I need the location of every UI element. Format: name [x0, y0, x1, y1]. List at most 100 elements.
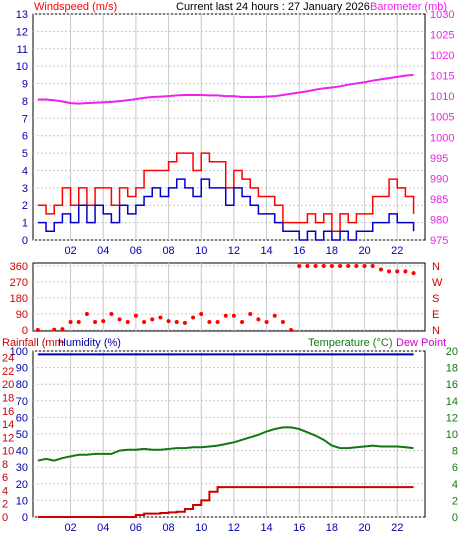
wind-x-tick-label: 16 — [293, 245, 305, 257]
direction-compass-label: E — [432, 309, 439, 321]
date-header: Current last 24 hours : 27 January 2026 — [176, 1, 370, 13]
wind-panel-frame — [32, 13, 426, 241]
direction-point — [35, 328, 40, 332]
direction-point — [321, 264, 326, 268]
rain-x-tick-label: 18 — [326, 522, 338, 534]
rain-x-tick-label: 22 — [391, 522, 403, 534]
temperature-y-tick-label: 20 — [446, 346, 458, 358]
direction-point — [84, 312, 89, 316]
wind-x-tick-label: 12 — [228, 245, 240, 257]
humidity-y-tick-label: 50 — [16, 429, 28, 441]
direction-point — [166, 319, 171, 324]
direction-point — [264, 320, 269, 324]
humidity-y-tick-label: 100 — [10, 346, 28, 358]
direction-point — [158, 315, 163, 320]
direction-point — [133, 313, 138, 318]
barometer-y-tick-label: 1000 — [430, 132, 454, 144]
direction-point — [215, 320, 220, 324]
direction-point — [109, 312, 114, 316]
direction-point — [378, 267, 383, 272]
direction-point — [93, 320, 98, 324]
direction-point — [411, 271, 416, 276]
rain-y-tick-label: 12 — [2, 432, 14, 444]
barometer-y-tick-label: 975 — [430, 235, 448, 247]
humidity-y-tick-label: 10 — [16, 495, 28, 507]
wind-y-tick-label: 4 — [22, 165, 28, 177]
wind-y-tick-label: 5 — [22, 148, 28, 160]
direction-point — [289, 328, 294, 332]
direction-point — [256, 317, 261, 322]
wind-x-tick-label: 22 — [391, 245, 403, 257]
barometer-y-tick-label: 990 — [430, 173, 448, 185]
direction-point — [297, 264, 302, 268]
rainfall-label: Rainfall (mm — [2, 337, 64, 349]
direction-point — [199, 312, 204, 316]
rain-x-tick-label: 20 — [358, 522, 370, 534]
humidity-y-tick-label: 90 — [16, 363, 28, 375]
direction-y-tick-label: 360 — [10, 261, 28, 273]
direction-panel-frame — [32, 262, 426, 332]
direction-point — [207, 320, 212, 324]
direction-point — [370, 264, 375, 268]
rain-y-tick-label: 4 — [2, 485, 8, 497]
direction-point — [223, 313, 228, 318]
temperature-y-tick-label: 18 — [446, 363, 458, 375]
barometer-series — [37, 73, 414, 105]
direction-point — [403, 269, 408, 274]
direction-point — [101, 319, 106, 324]
rain-y-tick-label: 14 — [2, 419, 14, 431]
rain-x-tick-label: 12 — [228, 522, 240, 534]
humidity-y-tick-label: 60 — [16, 412, 28, 424]
barometer-y-tick-label: 1005 — [430, 112, 454, 124]
temperature-y-tick-label: 14 — [446, 396, 458, 408]
direction-point — [182, 320, 187, 325]
windspeed-header: Windspeed (m/s) — [34, 1, 117, 13]
direction-point — [395, 269, 400, 274]
temperature-series — [37, 426, 414, 462]
direction-point — [280, 320, 285, 324]
rain-y-tick-label: 10 — [2, 446, 14, 458]
wind-x-tick-label: 08 — [162, 245, 174, 257]
direction-y-tick-label: 90 — [16, 309, 28, 321]
humidity-y-tick-label: 80 — [16, 379, 28, 391]
rain-y-tick-label: 20 — [2, 379, 14, 391]
wind-y-tick-label: 8 — [22, 96, 28, 108]
direction-point — [240, 320, 245, 324]
temperature-y-tick-label: 4 — [452, 479, 458, 491]
direction-point — [313, 264, 318, 268]
direction-y-tick-label: 180 — [10, 293, 28, 305]
direction-point — [338, 264, 343, 268]
rain-y-tick-label: 18 — [2, 392, 14, 404]
direction-point — [60, 327, 65, 332]
wind-x-tick-label: 14 — [260, 245, 272, 257]
wind-x-tick-label: 18 — [326, 245, 338, 257]
temperature-y-tick-label: 2 — [452, 495, 458, 507]
rain-x-tick-label: 10 — [195, 522, 207, 534]
direction-point — [191, 315, 196, 320]
rain-y-tick-label: 0 — [2, 512, 8, 524]
direction-compass-label: W — [432, 277, 443, 289]
barometer-y-tick-label: 1015 — [430, 71, 454, 83]
direction-point — [125, 320, 130, 324]
direction-point — [387, 269, 392, 274]
windspeed-series — [37, 178, 415, 241]
barometer-y-tick-label: 1020 — [430, 50, 454, 62]
direction-compass-label: N — [432, 325, 440, 337]
wind-y-tick-label: 1 — [22, 218, 28, 230]
wind-y-tick-label: 2 — [22, 200, 28, 212]
wind-y-tick-label: 13 — [16, 9, 28, 21]
dewpoint-label: Dew Point — [396, 337, 446, 349]
rain-y-tick-label: 22 — [2, 366, 14, 378]
direction-point — [76, 320, 81, 324]
wind-x-tick-label: 20 — [358, 245, 370, 257]
wind-y-tick-label: 11 — [17, 44, 28, 56]
rain-x-tick-label: 16 — [293, 522, 305, 534]
rain-y-tick-label: 6 — [2, 472, 8, 484]
humidity-y-tick-label: 70 — [16, 396, 28, 408]
temperature-y-tick-label: 16 — [446, 379, 458, 391]
direction-point — [248, 312, 253, 316]
direction-y-tick-label: 270 — [10, 277, 28, 289]
rain-x-tick-label: 06 — [130, 522, 142, 534]
rain-y-tick-label: 24 — [2, 353, 14, 365]
